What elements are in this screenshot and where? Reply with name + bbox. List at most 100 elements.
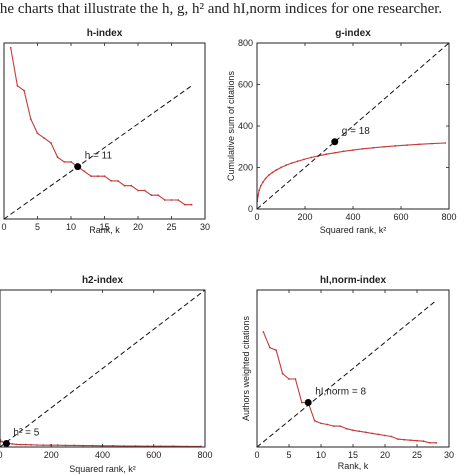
- chart2-data-point: [1, 440, 4, 443]
- chart0-data-point: [9, 46, 12, 49]
- chart0-title: h-index: [87, 28, 123, 39]
- chart3-series-line: [262, 331, 437, 444]
- chart1-reference-line: [257, 43, 449, 209]
- chart1-ylabel: Cumulative sum of citations: [226, 70, 236, 181]
- chart0-plot-area: [4, 46, 193, 219]
- chart2-data-point: [73, 444, 75, 447]
- chart1-ytick-label: 0: [248, 204, 253, 214]
- chart0-xlabel: Rank, k: [89, 225, 120, 235]
- chart3-xtick-label: 25: [412, 450, 422, 460]
- chart2-data-point: [42, 444, 45, 447]
- chart1-data-point: [257, 194, 259, 197]
- chart2-title: h2-index: [82, 275, 124, 286]
- chart0-xtick-label: 0: [1, 222, 6, 232]
- chart2-data-point: [134, 445, 137, 447]
- chart3-data-point: [313, 419, 316, 422]
- chart2-data-point: [91, 444, 94, 447]
- chart0-data-point: [70, 161, 72, 163]
- chart3-plot-area: [257, 300, 438, 447]
- chart2-xtick-label: 200: [44, 450, 59, 460]
- chart1-data-point: [264, 177, 267, 180]
- chart0-xtick-label: 30: [200, 222, 210, 232]
- chart1-data-point: [418, 143, 421, 146]
- chart2-reference-line: [0, 290, 205, 447]
- chart0-data-point: [190, 203, 193, 206]
- chart3-data-point: [294, 378, 297, 380]
- chart0-data-point: [123, 184, 126, 187]
- chart2-data-point: [112, 444, 114, 447]
- chart0-data-point: [16, 84, 19, 87]
- chart0-data-point: [130, 184, 133, 187]
- chart3-xtick-label: 5: [286, 450, 291, 460]
- chart0-index-marker: [74, 163, 82, 171]
- chart3-reference-line: [257, 300, 437, 447]
- chart1-series-line: [257, 142, 446, 202]
- chart1-xtick-label: 800: [441, 212, 456, 222]
- chart1-data-point: [372, 146, 375, 149]
- chart1-data-point: [333, 151, 336, 154]
- chart1-xtick-label: 200: [297, 212, 312, 222]
- chart1-data-point: [262, 181, 264, 183]
- chart2-data-point: [56, 444, 59, 447]
- chart3-data-point: [409, 439, 412, 442]
- chart3-data-point: [403, 438, 406, 441]
- chart2-plot-area: [0, 290, 205, 447]
- chart3-data-point: [345, 427, 348, 430]
- chart0-data-point: [50, 142, 52, 144]
- chart3-data-point: [384, 434, 386, 437]
- chart1-xlabel: Squared rank, k²: [320, 225, 387, 235]
- chart0-data-point: [137, 189, 139, 192]
- chart1-data-point: [303, 158, 305, 161]
- chart3-index-marker: [304, 399, 312, 407]
- chart1-data-point: [352, 149, 354, 152]
- chart3-index-label: hI,norm = 8: [315, 387, 366, 398]
- chart0-data-point: [90, 175, 92, 178]
- chart0-xtick-label: 20: [133, 222, 143, 232]
- chart3-data-point: [428, 441, 431, 444]
- chart3-data-point: [339, 425, 342, 427]
- chart1-data-point: [383, 145, 385, 148]
- chart0-data-point: [163, 199, 166, 201]
- chart1-data-point: [325, 153, 328, 156]
- chart0-data-point: [23, 89, 25, 92]
- chart1-data-point: [285, 164, 287, 167]
- chart0-series-line: [10, 47, 192, 206]
- chart1-index-marker: [331, 138, 339, 146]
- chart3-data-point: [377, 433, 380, 436]
- chart0-data-point: [36, 132, 39, 135]
- chart3-data-point: [300, 401, 303, 404]
- chart0-xtick-label: 5: [35, 222, 40, 232]
- chart3-xtick-label: 20: [380, 450, 390, 460]
- chart0-data-point: [157, 194, 160, 197]
- hi-norm-index-panel: hI,norm-index hI,norm = 8 0 5 10 15 20 25 30 Rank…: [241, 275, 454, 471]
- chart1-data-point: [267, 174, 270, 177]
- chart3-data-point: [358, 430, 361, 433]
- chart1-xtick-label: 600: [393, 212, 408, 222]
- chart3-data-point: [371, 432, 374, 435]
- h2-index-panel: h2-index h² = 5 0 200 400 600 800 Squared rank,…: [0, 275, 213, 474]
- chart3-data-point: [288, 378, 290, 380]
- chart3-data-point: [262, 331, 265, 333]
- chart0-data-point: [117, 180, 119, 182]
- chart2-xtick-label: 800: [197, 450, 212, 460]
- chart1-data-point: [259, 184, 262, 187]
- chart2-data-point: [49, 444, 52, 447]
- chart3-data-point: [275, 349, 278, 352]
- chart1-data-point: [296, 160, 299, 163]
- chart0-axes-box: [3, 42, 206, 220]
- chart0-data-point: [56, 156, 59, 159]
- chart2-data-point: [24, 443, 27, 446]
- chart1-data-point: [275, 169, 278, 171]
- chart0-data-point: [96, 175, 99, 178]
- chart2-data-point: [36, 444, 38, 446]
- chart0-data-point: [143, 189, 146, 192]
- chart3-xtick-label: 0: [254, 450, 259, 460]
- chart3-xtick-label: 15: [348, 450, 358, 460]
- chart3-data-point: [332, 425, 335, 427]
- chart0-data-point: [43, 137, 46, 140]
- chart1-ytick-label: 800: [238, 38, 253, 48]
- chart3-ylabel: Authors weighted citations: [241, 315, 251, 421]
- chart3-xtick-label: 10: [316, 450, 326, 460]
- chart2-data-point: [11, 443, 14, 445]
- chart3-data-point: [364, 431, 367, 434]
